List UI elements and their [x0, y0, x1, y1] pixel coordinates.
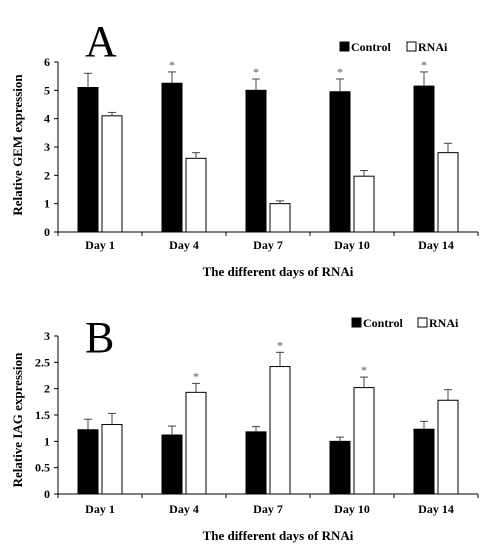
x-tick-label: Day 14 — [418, 238, 454, 252]
y-tick-label: 2.5 — [35, 355, 50, 369]
legend-label-rnai: RNAi — [429, 316, 459, 330]
legend-label-control: Control — [363, 316, 403, 330]
legend-swatch-rnai — [417, 317, 428, 328]
bar-rnai — [437, 399, 459, 495]
y-axis-label: Relative GEM expression — [10, 74, 25, 216]
bar-rnai — [185, 157, 207, 233]
y-tick-label: 1 — [44, 434, 50, 448]
legend-swatch-control — [339, 41, 350, 52]
bar-control — [77, 87, 99, 233]
x-tick-label: Day 1 — [85, 502, 115, 516]
bar-rnai — [437, 152, 459, 233]
bar-control — [245, 89, 267, 233]
x-tick-label: Day 10 — [334, 502, 370, 516]
significance-marker: * — [193, 369, 199, 383]
bar-control — [245, 431, 267, 495]
y-axis-label: Relative IAG expression — [10, 352, 25, 488]
y-tick-label: 1.5 — [35, 408, 50, 422]
x-tick-label: Day 7 — [253, 502, 283, 516]
bar-control — [329, 440, 351, 495]
bar-control — [161, 82, 183, 233]
legend-label-control: Control — [351, 40, 391, 54]
bar-rnai — [185, 391, 207, 495]
bar-rnai — [101, 423, 123, 495]
bar-control — [413, 428, 435, 495]
panel-b: B Relative IAG expression The different … — [10, 313, 479, 543]
significance-marker: * — [337, 65, 343, 79]
x-tick-label: Day 4 — [169, 502, 199, 516]
x-axis-label: The different days of RNAi — [203, 264, 354, 279]
plot-area: 0 0.5 1 1.5 2 2.5 3 Day 1 Day 4 * Day 7 * Day 10 * Day… — [35, 329, 479, 516]
bar-control — [161, 434, 183, 495]
bar-rnai — [269, 203, 291, 233]
panel-letter: A — [85, 17, 117, 66]
y-tick-label: 0 — [44, 225, 50, 239]
y-tick-label: 6 — [44, 55, 50, 69]
legend-label-rnai: RNAi — [418, 40, 448, 54]
x-tick-label: Day 7 — [253, 238, 283, 252]
x-tick-label: Day 1 — [85, 238, 115, 252]
legend-swatch-rnai — [406, 41, 417, 52]
significance-marker: * — [253, 65, 259, 79]
bar-rnai — [353, 387, 375, 495]
x-axis-label: The different days of RNAi — [203, 528, 354, 543]
bar-rnai — [101, 115, 123, 233]
y-tick-label: 0 — [44, 487, 50, 501]
bar-control — [77, 429, 99, 495]
bar-control — [413, 85, 435, 233]
plot-area: 0 1 2 3 4 5 6 Day 1 Day 4 * Day 7 * Day 10 * Day 14 * — [44, 55, 479, 252]
y-tick-label: 0.5 — [35, 461, 50, 475]
significance-marker: * — [169, 58, 175, 72]
y-tick-label: 2 — [44, 382, 50, 396]
y-tick-label: 5 — [44, 83, 50, 97]
y-tick-label: 4 — [44, 112, 50, 126]
y-tick-label: 3 — [44, 140, 50, 154]
y-tick-label: 1 — [44, 197, 50, 211]
significance-marker: * — [277, 338, 283, 352]
x-tick-label: Day 14 — [418, 502, 454, 516]
bar-rnai — [269, 366, 291, 495]
y-tick-label: 3 — [44, 329, 50, 343]
significance-marker: * — [421, 58, 427, 72]
legend-swatch-control — [351, 317, 362, 328]
panel-a: A Relative GEM expression The different … — [10, 17, 479, 279]
bar-rnai — [353, 175, 375, 233]
y-tick-label: 2 — [44, 168, 50, 182]
x-tick-label: Day 10 — [334, 238, 370, 252]
panel-letter: B — [85, 313, 114, 362]
significance-marker: * — [361, 363, 367, 377]
x-tick-label: Day 4 — [169, 238, 199, 252]
bar-control — [329, 91, 351, 233]
